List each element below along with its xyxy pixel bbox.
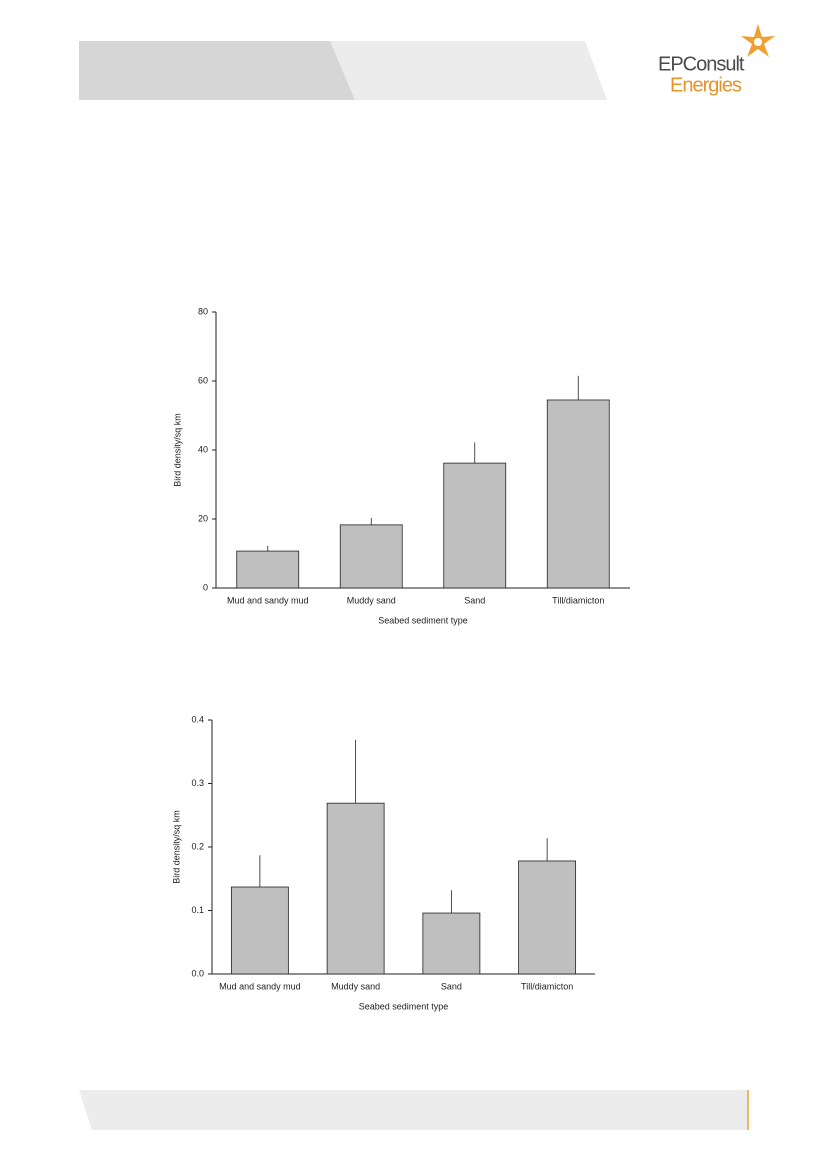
y-tick-label: 0.2 [191,841,204,851]
bar [230,886,289,975]
y-axis-label: Bird density/sq km [171,810,181,884]
bar [236,550,300,589]
bar [422,912,481,975]
x-tick-label: Mud and sandy mud [219,981,301,991]
y-tick-label: 80 [198,306,208,316]
bar [326,802,385,975]
logo-star [741,24,775,57]
x-axis-label: Seabed sediment type [378,615,468,625]
x-tick-label: Sand [464,595,485,605]
logo-text: EPConsult [658,53,745,75]
y-tick-label: 20 [198,513,208,523]
y-tick-label: 0.1 [191,905,204,915]
bar [339,524,403,589]
x-tick-label: Muddy sand [347,595,396,605]
bar [546,399,610,589]
y-tick-label: 0.4 [191,714,204,724]
header-band-dark [79,41,355,100]
x-axis-label: Seabed sediment type [359,1001,449,1011]
y-axis-label: Bird density/sq km [172,413,182,487]
y-tick-label: 0.3 [191,778,204,788]
y-tick-label: 0.0 [191,968,204,978]
x-tick-label: Till/diamicton [521,981,573,991]
logo-text: Energies [670,74,742,96]
bar [518,860,577,975]
y-tick-label: 60 [198,375,208,385]
y-tick-label: 0 [203,582,208,592]
x-tick-label: Till/diamicton [552,595,604,605]
y-tick-label: 40 [198,444,208,454]
footer-band [79,1090,748,1130]
x-tick-label: Muddy sand [331,981,380,991]
bar [443,462,507,589]
header-band-light [330,41,607,100]
x-tick-label: Sand [441,981,462,991]
x-tick-label: Mud and sandy mud [227,595,309,605]
